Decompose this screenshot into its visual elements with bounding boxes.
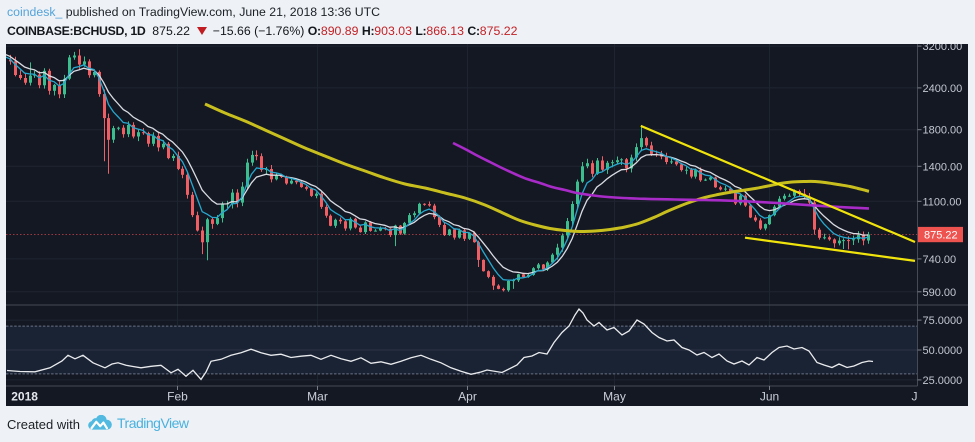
svg-text:3200.00: 3200.00 (923, 44, 963, 53)
svg-text:Feb: Feb (167, 390, 188, 404)
svg-text:2018: 2018 (11, 390, 38, 404)
svg-text:590.00: 590.00 (923, 287, 957, 299)
svg-text:875.22: 875.22 (924, 230, 958, 242)
svg-text:Apr: Apr (458, 390, 477, 404)
svg-text:Mar: Mar (307, 390, 328, 404)
svg-text:50.0000: 50.0000 (923, 345, 963, 357)
svg-text:1800.00: 1800.00 (923, 125, 963, 137)
svg-text:2400.00: 2400.00 (923, 83, 963, 95)
svg-text:25.0000: 25.0000 (923, 375, 963, 387)
svg-text:1100.00: 1100.00 (923, 196, 962, 208)
svg-text:740.00: 740.00 (923, 254, 957, 266)
svg-text:May: May (603, 390, 626, 404)
svg-text:75.0000: 75.0000 (923, 315, 963, 327)
svg-text:Jun: Jun (760, 390, 779, 404)
svg-text:J: J (912, 390, 918, 404)
svg-text:1400.00: 1400.00 (923, 161, 963, 173)
